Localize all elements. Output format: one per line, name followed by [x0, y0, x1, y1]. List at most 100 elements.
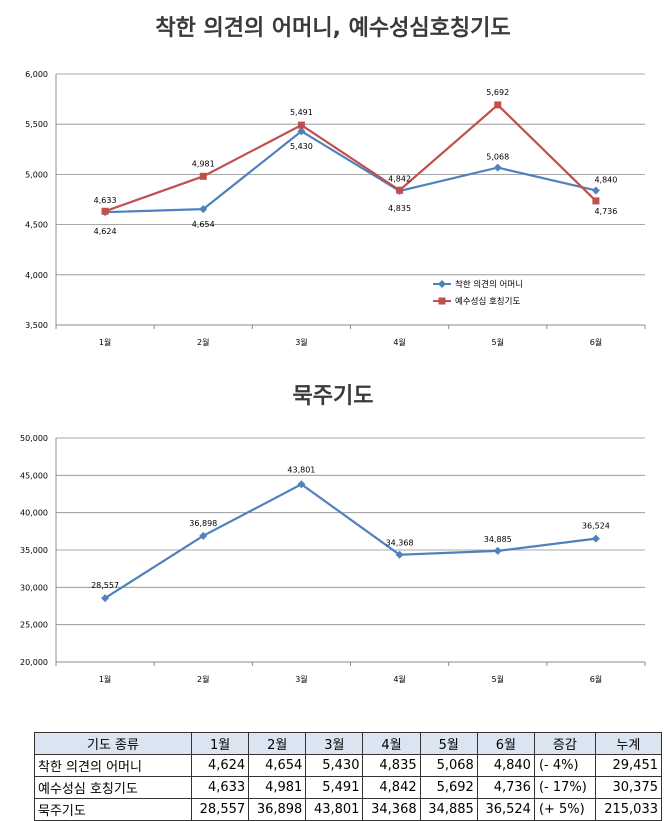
- table-cell: (+ 5%): [533, 798, 596, 821]
- y-tick-label: 4,500: [25, 221, 48, 230]
- data-point: [297, 480, 306, 489]
- data-point: [395, 550, 404, 559]
- table-cell: 4,624: [190, 754, 250, 777]
- table-cell: 28,557: [190, 798, 250, 821]
- data-label: 4,981: [192, 159, 215, 168]
- data-point: [592, 197, 600, 205]
- table-row: 착한 의견의 어머니 4,624 4,654 5,430 4,835 5,068…: [34, 754, 663, 777]
- table-cell: (- 17%): [533, 776, 596, 799]
- header-cell: 2월: [248, 732, 307, 755]
- x-tick-label: 1월: [99, 337, 111, 347]
- x-tick-label: 5월: [492, 674, 504, 684]
- x-tick-label: 4월: [393, 674, 405, 684]
- data-point: [297, 121, 305, 129]
- x-tick-label: 3월: [295, 674, 307, 684]
- table-cell: (- 4%): [533, 754, 596, 777]
- data-label: 36,898: [189, 519, 217, 528]
- data-point: [591, 534, 600, 543]
- data-label: 34,368: [386, 539, 414, 548]
- data-label: 5,692: [486, 88, 509, 97]
- table-cell: 4,840: [476, 754, 535, 777]
- table-cell: 5,430: [305, 754, 364, 777]
- data-point: [493, 163, 502, 172]
- x-tick-label: 1월: [99, 674, 111, 684]
- x-tick-label: 3월: [295, 337, 307, 347]
- table-cell: 34,368: [362, 798, 421, 821]
- y-tick-label: 5,000: [25, 170, 48, 179]
- table-cell: 34,885: [419, 798, 478, 821]
- table-row: 묵주기도 28,557 36,898 43,801 34,368 34,885 …: [34, 798, 663, 821]
- table-cell: 4,981: [248, 776, 307, 799]
- table-cell: 4,633: [190, 776, 250, 799]
- data-label: 5,491: [290, 108, 313, 117]
- series-line: [104, 103, 597, 213]
- x-tick-label: 2월: [197, 674, 209, 684]
- data-label: 4,624: [94, 227, 117, 236]
- data-point: [199, 531, 208, 540]
- series-line: [104, 482, 597, 600]
- x-tick-label: 6월: [590, 674, 602, 684]
- legend-entry: 착한 의견의 어머니: [455, 279, 523, 290]
- table-cell: 예수성심 호칭기도: [34, 776, 192, 799]
- header-cell: 6월: [476, 732, 535, 755]
- chart-2: 20,000 25,000 30,000 35,000 40,000 45,000 50,0…: [20, 434, 646, 684]
- chart-1-title: 착한 의견의 어머니, 예수성심호칭기도: [155, 16, 511, 41]
- y-tick-label: 25,000: [20, 621, 48, 630]
- data-label: 4,835: [388, 204, 411, 213]
- header-cell: 3월: [305, 732, 364, 755]
- data-point: [199, 172, 207, 180]
- chart-1: 3,500 4,000 4,500 5,000 5,500 6,000 1월 2월 3월 4월 5월…: [25, 70, 646, 347]
- table-header-row: 기도 종류 1월 2월 3월 4월 5월 6월 증감 누계: [34, 732, 663, 755]
- table-cell: 215,033: [594, 798, 663, 821]
- legend-marker: [438, 280, 446, 288]
- table-cell: 4,842: [362, 776, 421, 799]
- y-tick-label: 35,000: [20, 546, 48, 555]
- header-cell: 5월: [419, 732, 478, 755]
- data-point: [199, 205, 208, 214]
- header-cell: 누계: [594, 732, 663, 755]
- table-cell: 36,898: [248, 798, 307, 821]
- summary-table: 기도 종류 1월 2월 3월 4월 5월 6월 증감 누계 착한 의견의 어머니…: [34, 732, 663, 821]
- data-label: 36,524: [582, 522, 610, 531]
- y-tick-label: 30,000: [20, 583, 48, 592]
- data-label: 4,842: [388, 174, 411, 183]
- y-tick-label: 3,500: [25, 321, 48, 330]
- data-label: 5,430: [290, 142, 313, 151]
- header-cell: 4월: [362, 732, 421, 755]
- x-tick-label: 5월: [492, 337, 504, 347]
- table-cell: 29,451: [594, 754, 663, 777]
- x-tick-label: 6월: [590, 337, 602, 347]
- header-cell: 1월: [190, 732, 250, 755]
- data-label: 4,654: [192, 220, 215, 229]
- legend-entry: 예수성심 호칭기도: [455, 296, 520, 307]
- data-point: [494, 101, 502, 109]
- data-point: [493, 546, 502, 555]
- data-label: 34,885: [484, 535, 512, 544]
- x-tick-label: 2월: [197, 337, 209, 347]
- data-point: [591, 186, 600, 195]
- y-tick-label: 6,000: [25, 70, 48, 79]
- data-label: 4,840: [594, 175, 617, 184]
- table-cell: 5,692: [419, 776, 478, 799]
- y-tick-label: 40,000: [20, 509, 48, 518]
- table-cell: 36,524: [476, 798, 535, 821]
- y-tick-label: 50,000: [20, 434, 48, 443]
- table-cell: 5,068: [419, 754, 478, 777]
- x-tick-label: 4월: [393, 337, 405, 347]
- y-tick-label: 20,000: [20, 658, 48, 667]
- table-row: 예수성심 호칭기도 4,633 4,981 5,491 4,842 5,692 …: [34, 776, 663, 799]
- data-point: [101, 207, 109, 215]
- table-cell: 30,375: [594, 776, 663, 799]
- header-cell: 증감: [533, 732, 596, 755]
- table-cell: 5,491: [305, 776, 364, 799]
- y-tick-label: 45,000: [20, 471, 48, 480]
- data-point: [297, 127, 306, 136]
- table-cell: 4,654: [248, 754, 307, 777]
- data-label: 43,801: [287, 465, 315, 474]
- chart-2-title: 묵주기도: [292, 384, 374, 409]
- data-label: 4,633: [94, 196, 117, 205]
- table-cell: 4,736: [476, 776, 535, 799]
- header-cell: 기도 종류: [34, 732, 192, 755]
- series-line: [105, 129, 597, 214]
- y-tick-label: 4,000: [25, 271, 48, 280]
